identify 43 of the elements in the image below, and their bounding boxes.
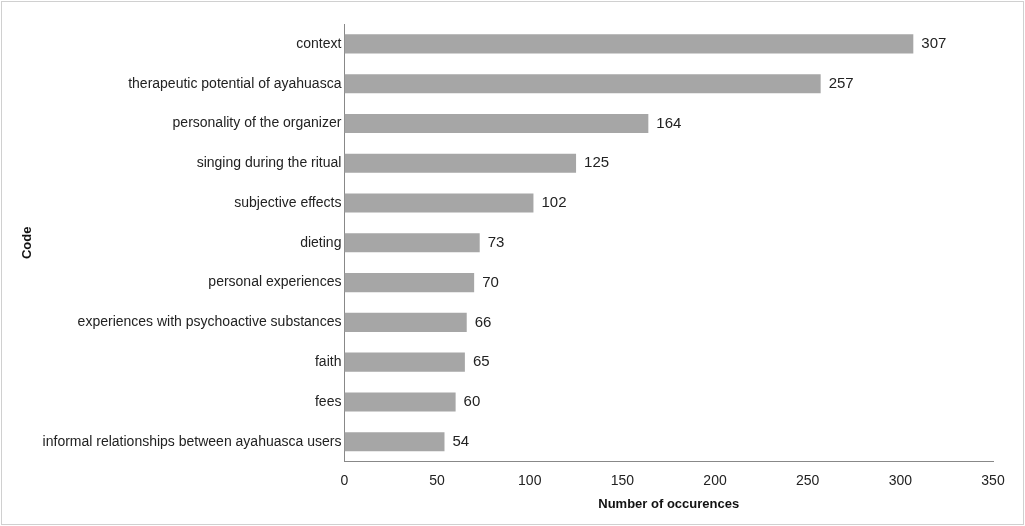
y-axis-title: Code [19,226,35,260]
data-label: 164 [656,113,682,131]
data-label: 54 [452,431,470,449]
data-label: 102 [541,193,567,211]
y-tick-label: informal relationships between ayahuasca users [42,432,342,449]
x-tick-label: 150 [610,471,635,488]
y-tick-label: therapeutic potential of ayahuasca [128,74,342,91]
bar [344,352,465,372]
y-tick-label: singing during the ritual [196,154,342,171]
data-label: 60 [463,392,481,410]
y-tick-label: fees [314,392,342,409]
x-tick-label: 0 [340,471,349,488]
x-tick-label: 250 [796,471,820,488]
y-tick-label: faith [314,353,342,369]
y-tick-label: context [296,34,342,51]
bar [344,193,534,213]
y-tick-label: subjective effects [234,193,342,210]
data-label: 257 [828,73,854,91]
bar [344,34,914,54]
data-label: 125 [584,153,610,171]
x-tick-label: 350 [981,471,1005,488]
bar [344,432,445,452]
y-tick-label: experiences with psychoactive substances [77,313,342,330]
bar [344,273,475,293]
data-label: 66 [474,312,492,330]
data-label: 307 [921,34,947,52]
data-label: 65 [472,352,490,370]
bar [344,74,821,94]
x-tick-label: 100 [518,471,542,488]
y-tick-label: dieting [300,233,342,250]
x-axis-title: Number of occurences [598,495,740,511]
data-label: 73 [487,232,505,250]
bar [344,312,467,332]
x-tick-label: 50 [429,471,446,488]
bar [344,153,577,173]
y-tick-label: personality of the organizer [172,114,342,131]
y-tick-label: personal experiences [208,273,342,290]
bar [344,233,480,253]
data-label: 70 [482,272,499,290]
bar [344,113,649,133]
bar [344,392,456,412]
x-tick-label: 300 [888,471,913,488]
x-tick-label: 200 [703,471,727,488]
